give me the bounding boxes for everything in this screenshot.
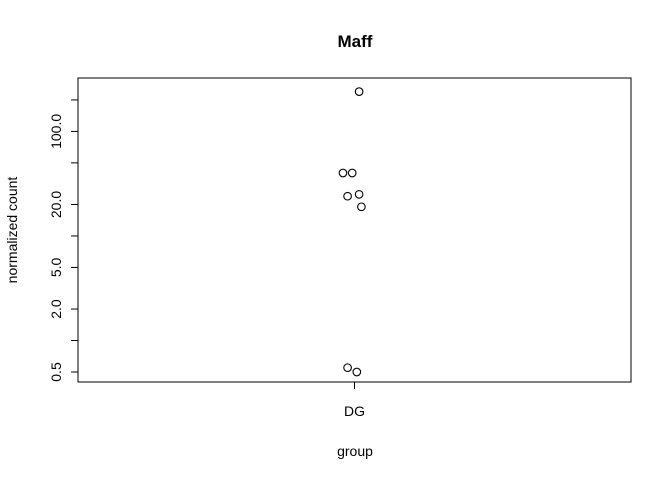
data-points xyxy=(338,87,366,377)
data-point xyxy=(352,367,362,377)
data-point xyxy=(354,189,364,199)
chart-title: Maff xyxy=(338,32,373,51)
x-axis: DG xyxy=(344,382,365,419)
y-axis-label: normalized count xyxy=(4,177,20,284)
data-point xyxy=(343,191,352,201)
plot-area xyxy=(77,77,632,383)
y-tick-label: 0.5 xyxy=(48,362,64,382)
x-tick-label: DG xyxy=(344,403,365,419)
y-axis: 0.5 2.0 5.0 20.0 100.0 xyxy=(48,99,79,382)
y-tick-label: 5.0 xyxy=(48,257,64,277)
y-tick-label: 2.0 xyxy=(48,299,64,319)
data-point xyxy=(347,168,357,178)
data-point xyxy=(343,363,352,373)
data-point xyxy=(354,87,364,96)
y-tick-label: 100.0 xyxy=(48,114,64,149)
y-tick-label: 20.0 xyxy=(48,191,64,218)
data-point xyxy=(338,168,348,178)
x-axis-label: group xyxy=(337,443,373,459)
data-point xyxy=(357,202,366,212)
